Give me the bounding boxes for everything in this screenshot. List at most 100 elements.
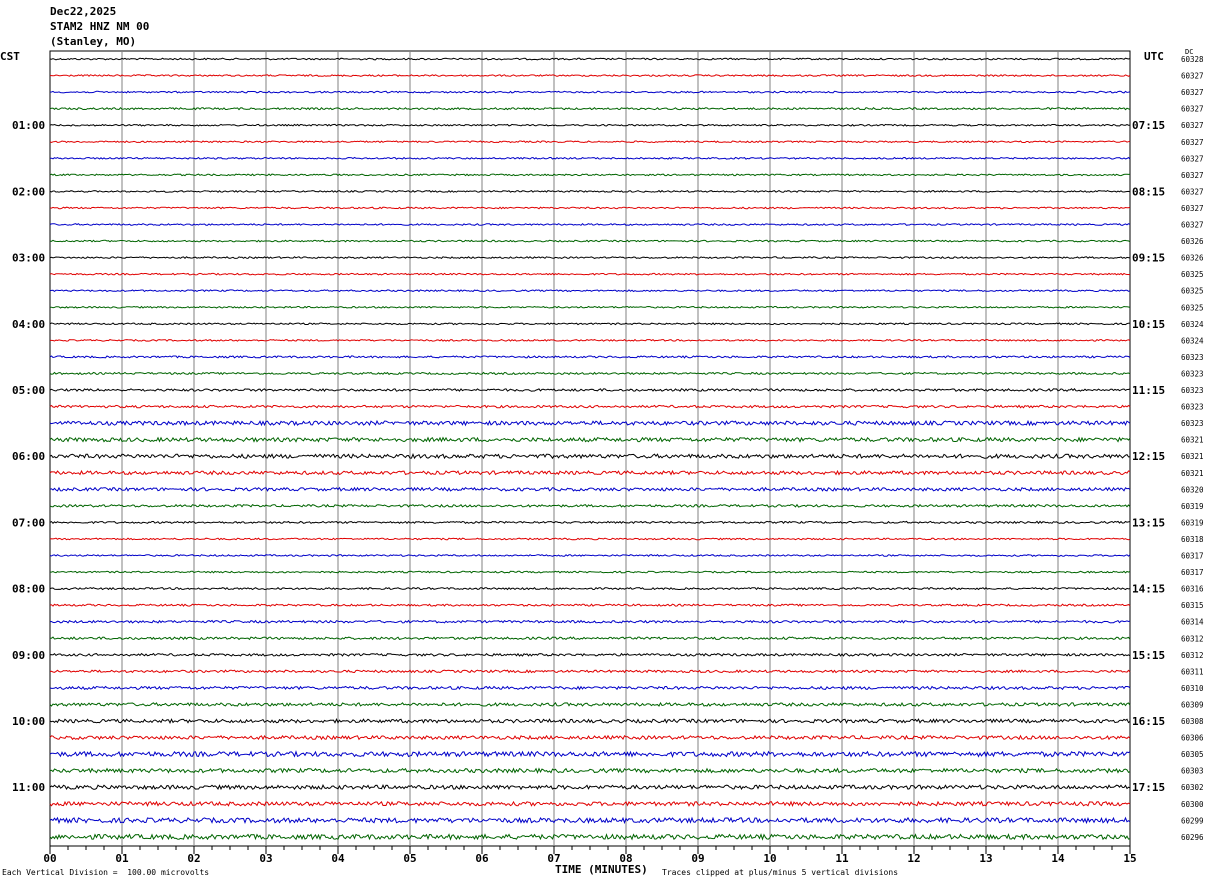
dc-value-label: 60321 — [1181, 436, 1204, 445]
seismic-trace — [49, 156, 1131, 160]
seismic-trace — [49, 256, 1131, 260]
x-tick-label: 12 — [907, 852, 920, 865]
dc-value-label: 60328 — [1181, 55, 1204, 64]
seismic-trace — [49, 436, 1131, 443]
seismic-trace — [49, 272, 1131, 276]
dc-value-label: 60315 — [1181, 601, 1204, 610]
dc-value-label: 60325 — [1181, 287, 1204, 296]
footer-clip-note: Traces clipped at plus/minus 5 vertical … — [662, 868, 899, 877]
seismic-trace — [49, 223, 1131, 226]
seismic-trace — [49, 289, 1131, 293]
dc-value-label: 60327 — [1181, 154, 1204, 163]
dc-value-label: 60327 — [1181, 88, 1204, 97]
dc-value-label: 60303 — [1181, 767, 1204, 776]
footer-division-note: Each Vertical Division = 100.00 microvol… — [2, 868, 210, 877]
seismic-trace — [49, 701, 1131, 707]
right-timezone-label: UTC — [1144, 50, 1164, 63]
dc-value-label: 60312 — [1181, 634, 1204, 643]
x-tick-label: 15 — [1123, 852, 1136, 865]
dc-value-label: 60319 — [1181, 518, 1204, 527]
right-hour-label: 17:15 — [1132, 781, 1165, 794]
dc-value-label: 60296 — [1181, 833, 1204, 842]
seismic-trace — [49, 783, 1131, 791]
dc-value-label: 60327 — [1181, 221, 1204, 230]
x-tick-label: 02 — [187, 852, 200, 865]
dc-value-label: 60327 — [1181, 187, 1204, 196]
dc-value-label: 60323 — [1181, 403, 1204, 412]
left-timezone-label: CST — [0, 50, 20, 63]
seismic-trace — [49, 469, 1131, 476]
seismic-trace — [49, 537, 1131, 541]
seismic-trace — [49, 586, 1131, 591]
dc-value-label: 60327 — [1181, 171, 1204, 180]
seismic-trace — [49, 767, 1131, 774]
dc-value-label: 60327 — [1181, 72, 1204, 81]
left-hour-label: 02:00 — [12, 185, 45, 198]
left-hour-label: 01:00 — [12, 119, 45, 132]
seismogram-header: Dec22,2025 STAM2 HNZ NM 00 (Stanley, MO) — [50, 4, 149, 49]
right-hour-label: 12:15 — [1132, 450, 1165, 463]
seismic-trace — [49, 57, 1131, 61]
dc-value-label: 60323 — [1181, 386, 1204, 395]
header-date: Dec22,2025 — [50, 5, 117, 18]
dc-value-label: 60309 — [1181, 700, 1204, 709]
right-hour-label: 09:15 — [1132, 252, 1165, 265]
seismic-trace — [49, 173, 1131, 177]
seismic-trace — [49, 669, 1131, 674]
x-tick-label: 05 — [403, 852, 416, 865]
seismic-trace — [49, 106, 1131, 111]
dc-value-label: 60305 — [1181, 750, 1204, 759]
left-hour-label: 04:00 — [12, 318, 45, 331]
seismic-trace — [49, 388, 1131, 392]
x-tick-label: 07 — [547, 852, 560, 865]
dc-value-label: 60317 — [1181, 552, 1204, 561]
seismic-trace — [49, 619, 1131, 624]
seismic-trace — [49, 603, 1131, 607]
seismic-trace — [49, 685, 1131, 691]
dc-value-label: 60308 — [1181, 717, 1204, 726]
x-tick-label: 13 — [979, 852, 992, 865]
x-tick-label: 08 — [619, 852, 632, 865]
dc-value-label: 60327 — [1181, 105, 1204, 114]
x-tick-label: 09 — [691, 852, 704, 865]
seismic-trace — [49, 486, 1131, 492]
left-hour-label: 09:00 — [12, 649, 45, 662]
seismic-trace — [49, 652, 1131, 657]
dc-value-label: 60324 — [1181, 320, 1204, 329]
dc-value-label: 60324 — [1181, 336, 1204, 345]
dc-value-label: 60327 — [1181, 121, 1204, 130]
seismic-trace — [49, 452, 1130, 460]
right-hour-label: 11:15 — [1132, 384, 1165, 397]
seismic-trace — [49, 734, 1131, 741]
dc-value-label: 60326 — [1181, 237, 1204, 246]
x-tick-label: 00 — [43, 852, 56, 865]
left-hour-label: 03:00 — [12, 252, 45, 265]
seismic-trace — [49, 140, 1131, 144]
seismic-trace — [49, 305, 1131, 309]
left-hour-label: 06:00 — [12, 450, 45, 463]
seismic-trace — [49, 503, 1131, 508]
x-tick-label: 14 — [1051, 852, 1065, 865]
right-hour-label: 13:15 — [1132, 516, 1165, 529]
seismic-trace — [49, 404, 1131, 409]
seismic-trace — [49, 90, 1131, 94]
seismic-trace — [49, 833, 1131, 841]
left-hour-label: 07:00 — [12, 516, 45, 529]
seismic-trace — [49, 554, 1131, 557]
right-hour-label: 16:15 — [1132, 715, 1165, 728]
dc-value-label: 60317 — [1181, 568, 1204, 577]
seismic-trace — [49, 322, 1131, 326]
dc-value-label: 60325 — [1181, 270, 1204, 279]
dc-value-label: 60323 — [1181, 369, 1204, 378]
dc-value-label: 60310 — [1181, 684, 1204, 693]
dc-value-label: 60327 — [1181, 204, 1204, 213]
dc-label: DC — [1185, 48, 1194, 56]
dc-value-label: 60326 — [1181, 254, 1204, 263]
header-location: (Stanley, MO) — [50, 35, 137, 48]
plot-frame — [49, 50, 1131, 847]
left-hour-label: 05:00 — [12, 384, 45, 397]
seismic-trace — [50, 570, 1131, 574]
seismic-trace — [49, 419, 1131, 427]
seismic-trace — [49, 750, 1131, 758]
